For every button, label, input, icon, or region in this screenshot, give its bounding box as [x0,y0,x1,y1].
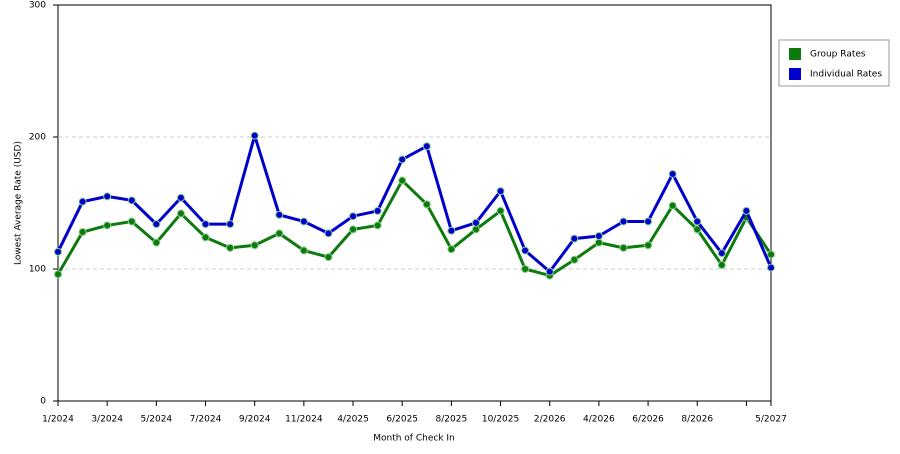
data-point [619,243,628,252]
data-point [570,234,579,243]
data-point [226,243,235,252]
data-point [349,225,358,234]
x-tick-label: 7/2024 [190,415,222,425]
data-point [668,201,677,210]
legend-swatch [789,68,801,80]
data-point [398,176,407,185]
y-tick-label: 0 [40,397,46,407]
data-point [201,233,210,242]
data-point [767,263,775,272]
y-tick-label: 300 [29,1,46,11]
legend-label: Individual Rates [810,70,882,80]
data-point [373,221,382,230]
data-point [152,220,161,229]
data-point [717,261,726,270]
data-point [324,229,333,238]
data-point [521,265,530,273]
x-tick-label: 10/2025 [482,415,519,425]
data-point [103,221,112,230]
series-line [56,134,773,274]
x-tick-label: 11/2024 [285,415,323,425]
plot-frame [57,4,772,402]
data-point [349,212,358,221]
x-tick-label: 1/2024 [42,415,74,425]
data-point [127,196,136,205]
data-point [644,241,653,250]
data-point [250,241,259,250]
data-point [398,155,407,164]
y-axis-label: Lowest Average Rate (USD) [14,141,24,265]
legend-label: Group Rates [810,50,866,60]
data-point [250,131,259,140]
series-line [56,179,773,278]
x-tick-label: 2/2026 [534,415,566,425]
x-tick-label: 5/2024 [141,415,173,425]
data-point [545,267,554,276]
data-point [447,245,456,254]
data-point [422,142,431,151]
x-tick-label: 4/2026 [583,415,615,425]
data-point [422,200,431,209]
data-point [78,228,87,237]
data-point [447,226,456,235]
data-point [668,169,677,178]
data-point [176,193,185,202]
data-point [767,250,775,259]
data-point [471,225,480,234]
data-point [693,225,702,234]
data-point [742,206,751,215]
data-point [471,218,480,227]
legend-swatch [789,48,801,60]
data-point [201,220,210,229]
y-tick-label: 100 [29,265,46,275]
data-point [275,229,284,238]
data-point [54,270,62,279]
x-tick-label: 4/2025 [337,415,369,425]
data-point [594,238,603,247]
x-tick-label: 8/2025 [436,415,468,425]
data-point [103,192,112,201]
data-point [324,253,333,262]
x-tick-label: 6/2026 [632,415,664,425]
data-point [299,217,308,226]
x-tick-label: 5/2027 [755,415,787,425]
data-point [496,187,505,196]
data-point [693,217,702,226]
data-point [78,197,87,206]
data-point [54,247,62,256]
data-point [275,210,284,219]
data-point [152,238,161,247]
data-point [373,206,382,215]
data-point [127,217,136,226]
x-tick-label: 8/2026 [681,415,713,425]
data-point [299,246,308,255]
data-point [619,217,628,226]
x-tick-label: 6/2025 [386,415,418,425]
data-point [594,232,603,240]
data-point [226,220,235,229]
x-tick-label: 9/2024 [239,415,271,425]
data-point [644,217,653,226]
y-tick-label: 200 [29,133,46,143]
x-axis-label: Month of Check In [373,434,455,444]
x-tick-label: 3/2024 [91,415,123,425]
data-point [496,206,505,215]
data-point [521,246,530,255]
data-point [717,249,726,258]
data-point [570,255,579,264]
data-point [176,209,185,218]
